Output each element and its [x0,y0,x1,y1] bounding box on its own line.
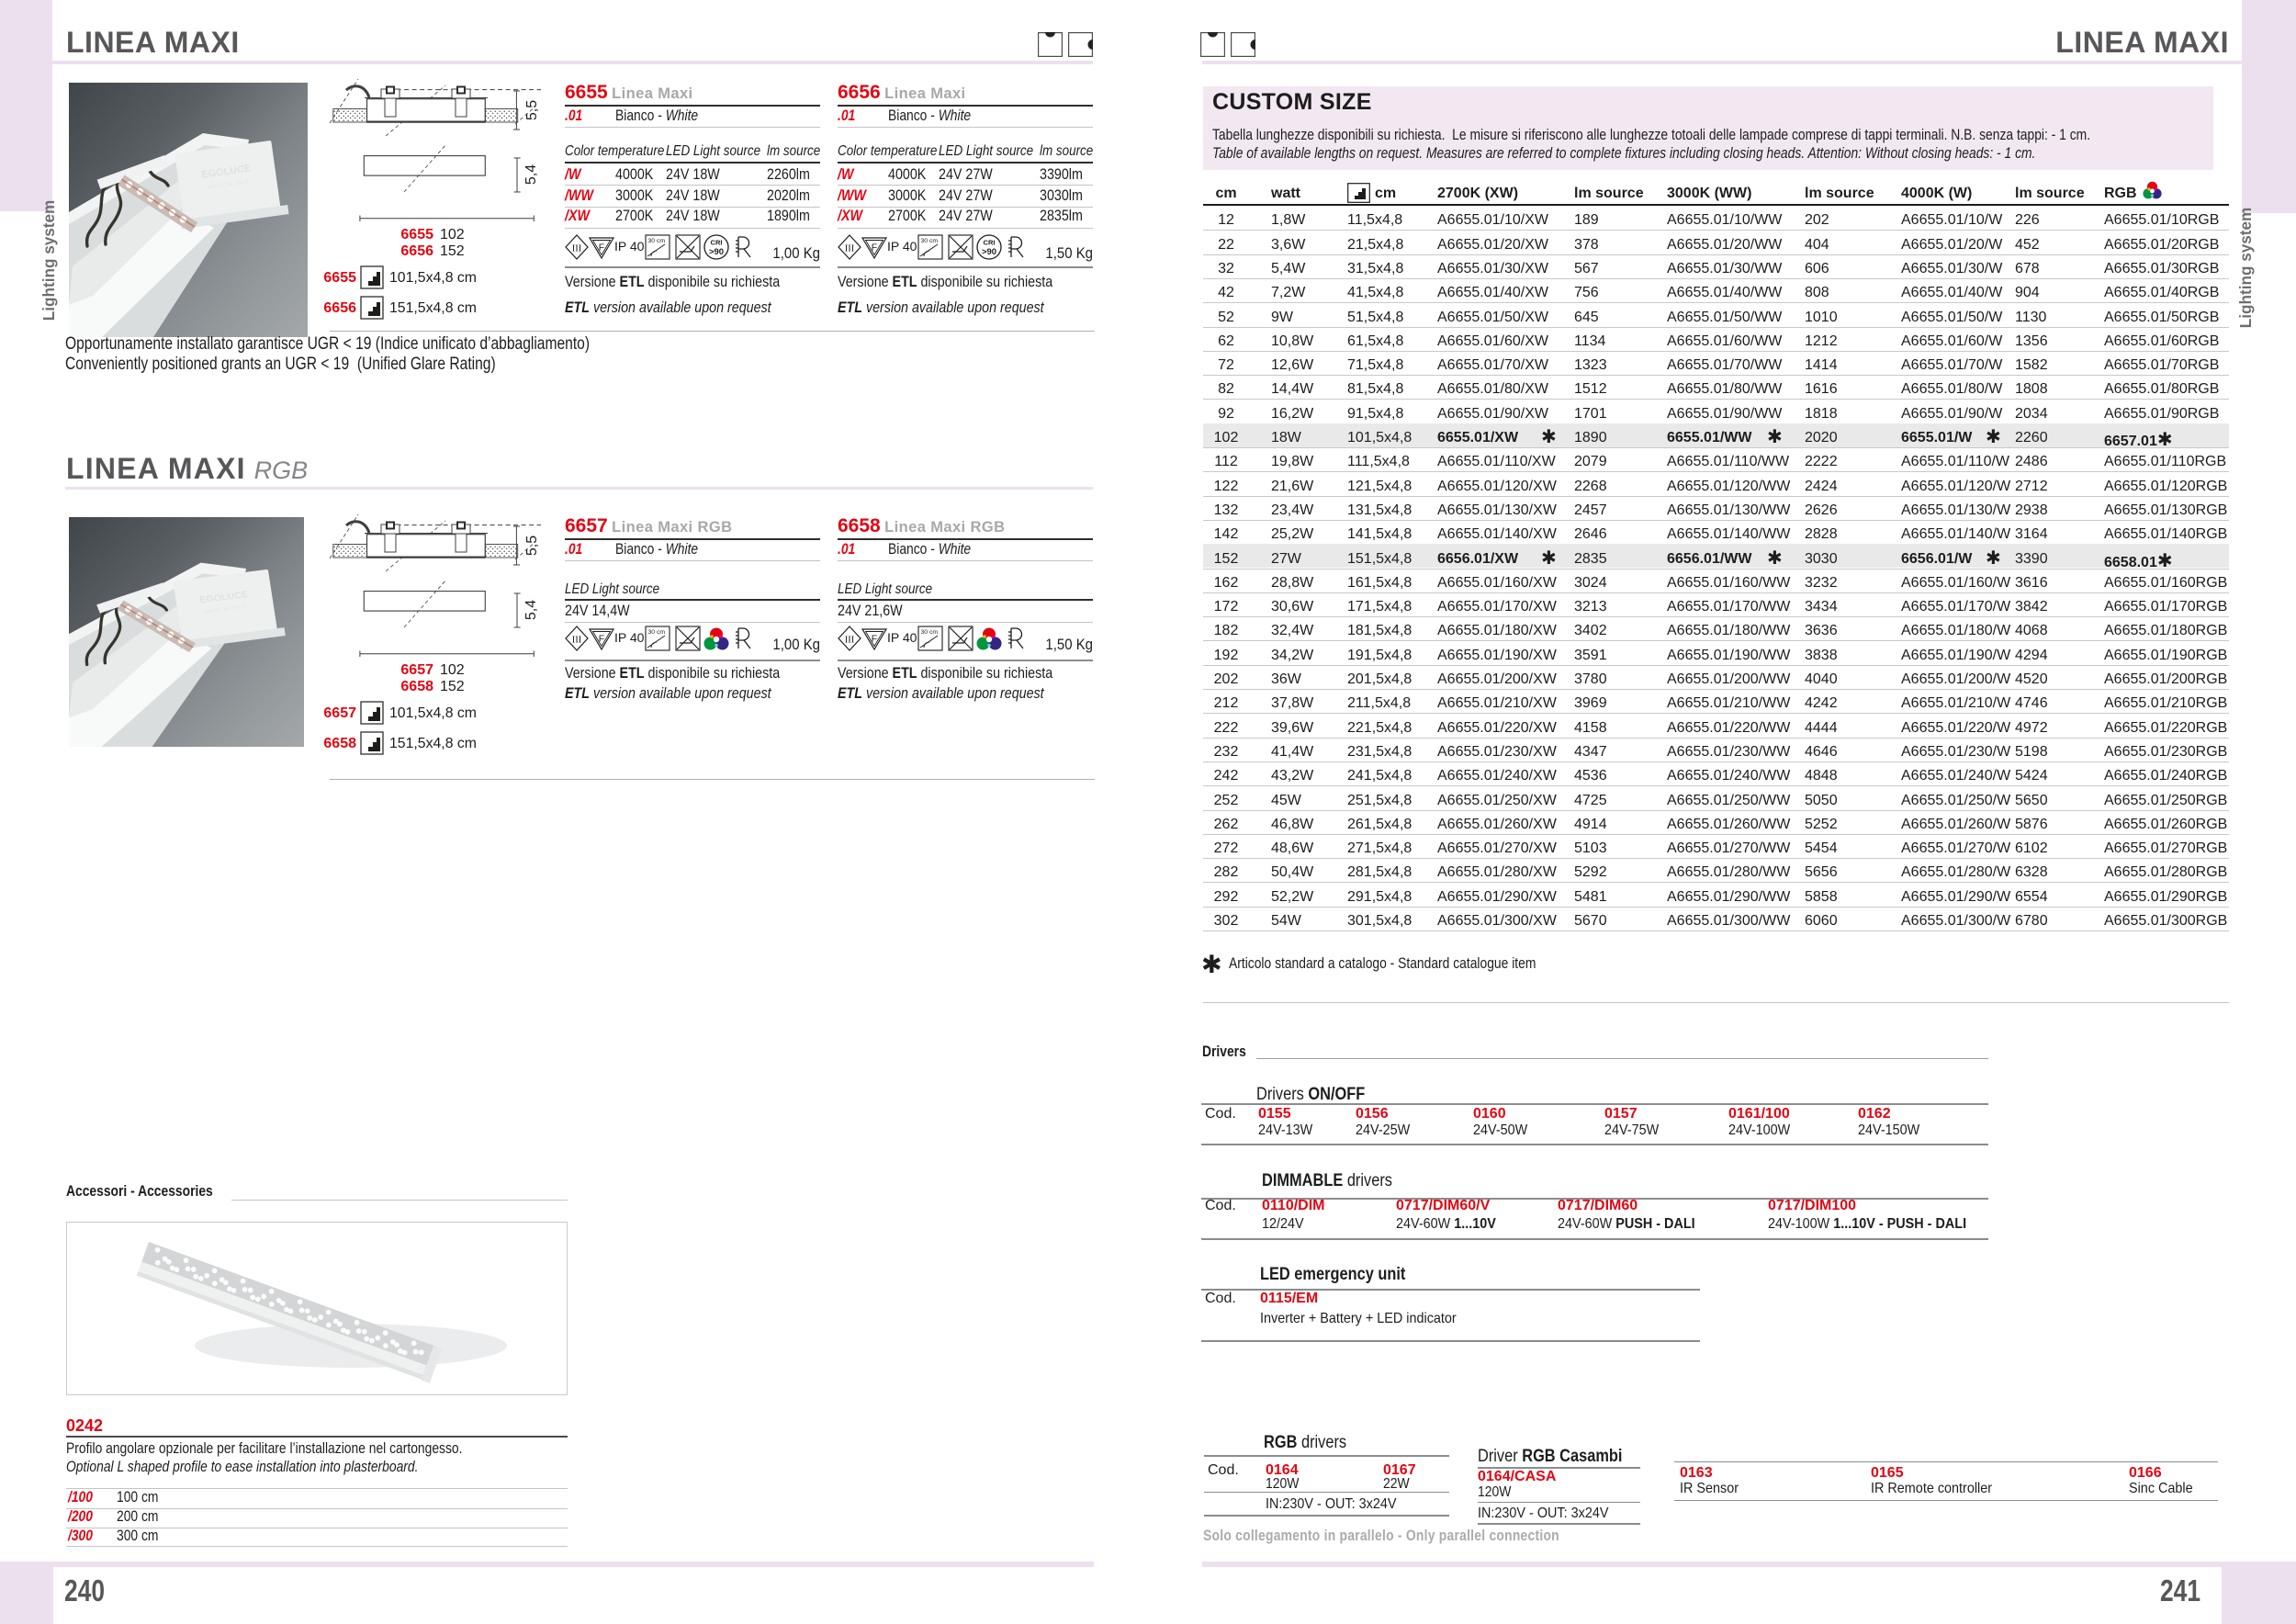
svg-text:III: III [845,636,855,646]
svg-text:102: 102 [440,662,465,678]
svg-text:30 cm: 30 cm [648,238,666,244]
svg-text:151,5x4,8 cm: 151,5x4,8 cm [389,736,477,751]
svg-text:CRI: CRI [711,239,723,247]
svg-text:152: 152 [440,243,465,259]
svg-text:30 cm: 30 cm [921,238,939,244]
svg-text:F: F [599,634,604,645]
svg-text:30 cm: 30 cm [648,629,666,636]
svg-text:6655: 6655 [400,227,433,242]
svg-text:6658: 6658 [323,736,356,751]
svg-text:F: F [599,242,604,254]
svg-text:6656: 6656 [400,243,433,259]
svg-text:CRI: CRI [984,239,996,247]
svg-text:6655: 6655 [323,270,356,286]
svg-text:IP 40: IP 40 [614,239,645,254]
svg-text:5,4: 5,4 [523,600,539,620]
svg-text:IP 40: IP 40 [614,630,645,645]
svg-text:F: F [872,634,877,645]
svg-text:III: III [572,636,582,646]
svg-text:6656: 6656 [323,300,356,316]
svg-text:5,4: 5,4 [523,164,539,185]
svg-text:5,5: 5,5 [524,536,540,556]
svg-text:IP 40: IP 40 [887,630,917,645]
svg-text:6658: 6658 [400,679,433,694]
svg-text:III: III [572,244,582,254]
svg-text:>90: >90 [982,247,996,257]
svg-text:151,5x4,8 cm: 151,5x4,8 cm [389,300,477,316]
svg-text:IP 40: IP 40 [887,239,917,254]
svg-text:5,5: 5,5 [524,100,540,120]
svg-text:102: 102 [440,227,465,242]
svg-text:101,5x4,8 cm: 101,5x4,8 cm [389,270,477,286]
svg-text:>90: >90 [709,247,724,257]
svg-text:6657: 6657 [400,662,433,678]
svg-text:30 cm: 30 cm [921,629,939,636]
svg-text:101,5x4,8 cm: 101,5x4,8 cm [389,705,477,721]
svg-text:III: III [845,244,855,254]
svg-text:6657: 6657 [323,705,356,721]
svg-text:152: 152 [440,679,465,694]
svg-text:F: F [872,242,877,254]
